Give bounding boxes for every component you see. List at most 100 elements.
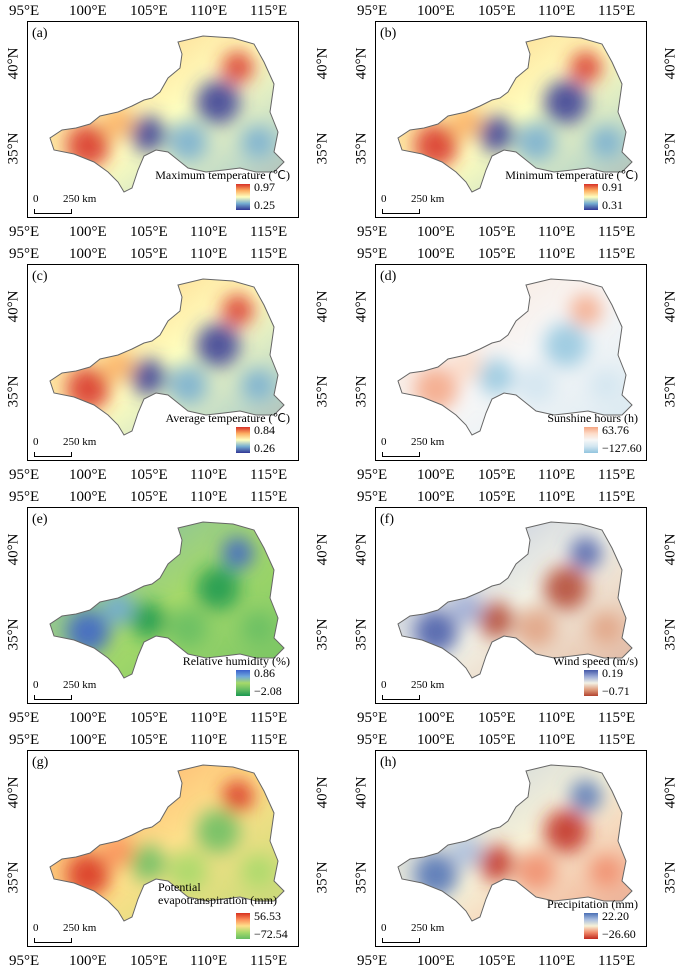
scale-zero: 0 xyxy=(33,922,39,934)
map-frame: (g) Potential evapotranspiration (mm) 56.5… xyxy=(27,750,299,947)
longitude-tick-label: 105°E xyxy=(130,710,168,726)
scale-distance: 250 km xyxy=(63,436,97,448)
longitude-tick-label: 95°E xyxy=(357,732,388,748)
scale-distance: 250 km xyxy=(63,679,97,691)
latitude-tick-label: 35°N xyxy=(353,618,370,651)
longitude-tick-label: 105°E xyxy=(478,224,516,240)
map-frame: (h) Precipitation (mm) 22.20 −26.60 0 250 km xyxy=(375,750,647,947)
longitude-tick-label: 105°E xyxy=(478,953,516,969)
longitude-tick-label: 100°E xyxy=(417,489,455,505)
legend-max: 0.86 xyxy=(254,666,275,680)
map-frame: (e) Relative humidity (%) 0.86 −2.08 0 250 km xyxy=(27,507,299,704)
latitude-tick-label: 40°N xyxy=(5,47,22,80)
longitude-tick-label: 95°E xyxy=(9,3,40,19)
longitude-tick-label: 95°E xyxy=(357,3,388,19)
longitude-tick-label: 105°E xyxy=(478,732,516,748)
longitude-tick-label: 110°E xyxy=(538,489,576,505)
scale-zero: 0 xyxy=(381,193,387,205)
map-frame: (b) Minimum temperature (℃) 0.91 0.31 0 250 k… xyxy=(375,21,647,218)
latitude-tick-label: 40°N xyxy=(662,47,675,80)
longitude-tick-label: 105°E xyxy=(478,3,516,19)
longitude-tick-label: 100°E xyxy=(69,467,107,483)
scale-distance: 250 km xyxy=(411,679,445,691)
map-frame: (a) Maximum temperature (℃) 0.97 0.25 0 250 k… xyxy=(27,21,299,218)
longitude-tick-label: 110°E xyxy=(538,3,576,19)
variable-title: Maximum temperature (℃) xyxy=(155,168,290,182)
longitude-tick-label: 110°E xyxy=(538,732,576,748)
longitude-tick-label: 105°E xyxy=(478,246,516,262)
legend-min: 0.31 xyxy=(602,198,623,212)
basin-outline xyxy=(397,35,633,193)
latitude-tick-label: 35°N xyxy=(353,375,370,408)
longitude-tick-label: 100°E xyxy=(69,732,107,748)
scale-bar: 0 250 km xyxy=(380,922,444,943)
longitude-tick-label: 95°E xyxy=(357,224,388,240)
longitude-tick-label: 105°E xyxy=(130,224,168,240)
panel-label: (d) xyxy=(380,269,397,284)
scale-bar: 0 250 km xyxy=(32,193,96,214)
scale-line xyxy=(382,209,420,214)
scale-zero: 0 xyxy=(381,922,387,934)
scale-bar: 0 250 km xyxy=(32,922,96,943)
variable-title: Sunshine hours (h) xyxy=(547,411,638,425)
longitude-tick-label: 105°E xyxy=(130,246,168,262)
longitude-tick-label: 100°E xyxy=(417,732,455,748)
longitude-tick-label: 95°E xyxy=(9,246,40,262)
latitude-tick-label: 40°N xyxy=(5,290,22,323)
longitude-tick-label: 95°E xyxy=(9,732,40,748)
basin-outline xyxy=(49,764,285,922)
longitude-tick-label: 95°E xyxy=(9,710,40,726)
latitude-tick-label: 35°N xyxy=(314,618,331,651)
longitude-tick-label: 115°E xyxy=(598,732,636,748)
longitude-tick-label: 110°E xyxy=(190,467,228,483)
scale-line xyxy=(382,938,420,943)
scale-distance: 250 km xyxy=(63,193,97,205)
latitude-tick-label: 40°N xyxy=(353,290,370,323)
legend-max: 0.97 xyxy=(254,180,275,194)
map-panel: 95°E 95°E 100°E 100°E 105°E 105°E 110°E 110°E 11… xyxy=(348,733,675,976)
latitude-tick-label: 35°N xyxy=(662,861,675,894)
longitude-tick-label: 95°E xyxy=(9,467,40,483)
scale-line xyxy=(34,452,72,457)
longitude-tick-label: 110°E xyxy=(190,224,228,240)
map-panel: 95°E 95°E 100°E 100°E 105°E 105°E 110°E 110°E 11… xyxy=(348,4,675,247)
latitude-tick-label: 35°N xyxy=(5,132,22,165)
color-legend xyxy=(236,913,250,939)
scale-line xyxy=(34,209,72,214)
longitude-tick-label: 105°E xyxy=(130,3,168,19)
longitude-tick-label: 115°E xyxy=(250,710,288,726)
longitude-tick-label: 110°E xyxy=(538,710,576,726)
longitude-tick-label: 100°E xyxy=(417,710,455,726)
latitude-tick-label: 40°N xyxy=(353,533,370,566)
legend-min: 0.26 xyxy=(254,441,275,455)
longitude-tick-label: 115°E xyxy=(598,3,636,19)
legend-max: 63.76 xyxy=(602,423,629,437)
latitude-tick-label: 40°N xyxy=(314,776,331,809)
variable-title: Wind speed (m/s) xyxy=(553,654,638,668)
latitude-tick-label: 40°N xyxy=(314,47,331,80)
map-panel: 95°E 95°E 100°E 100°E 105°E 105°E 110°E 110°E 11… xyxy=(348,490,675,733)
latitude-tick-label: 40°N xyxy=(314,290,331,323)
longitude-tick-label: 110°E xyxy=(190,3,228,19)
legend-min: −0.71 xyxy=(602,684,630,698)
longitude-tick-label: 115°E xyxy=(250,953,288,969)
longitude-tick-label: 110°E xyxy=(538,246,576,262)
longitude-tick-label: 100°E xyxy=(69,224,107,240)
longitude-tick-label: 100°E xyxy=(417,953,455,969)
color-legend xyxy=(236,670,250,696)
latitude-tick-label: 35°N xyxy=(5,618,22,651)
longitude-tick-label: 95°E xyxy=(9,489,40,505)
color-legend xyxy=(584,913,598,939)
variable-title: Precipitation (mm) xyxy=(547,897,638,911)
basin-map xyxy=(397,35,633,193)
longitude-tick-label: 105°E xyxy=(130,467,168,483)
longitude-tick-label: 100°E xyxy=(69,489,107,505)
longitude-tick-label: 105°E xyxy=(478,489,516,505)
longitude-tick-label: 105°E xyxy=(478,710,516,726)
scale-line xyxy=(382,452,420,457)
longitude-tick-label: 100°E xyxy=(417,224,455,240)
longitude-tick-label: 105°E xyxy=(130,489,168,505)
scale-line xyxy=(34,938,72,943)
color-legend xyxy=(236,427,250,453)
variable-title: Average temperature (℃) xyxy=(165,411,290,425)
